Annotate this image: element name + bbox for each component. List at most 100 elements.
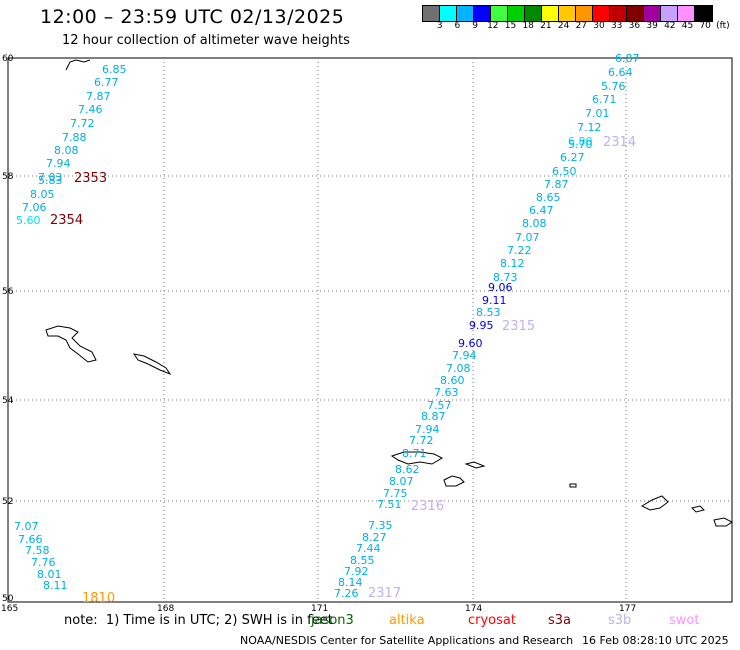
color-swatch xyxy=(678,6,695,21)
wave-height-value: 7.12 xyxy=(577,121,602,134)
color-scale-label: 70 xyxy=(699,21,711,31)
wave-height-value: 7.35 xyxy=(368,519,393,532)
wave-height-value: 6.85 xyxy=(102,63,127,76)
credit-line: NOAA/NESDIS Center for Satellite Applica… xyxy=(240,634,574,647)
wave-height-value: 7.75 xyxy=(383,487,408,500)
wave-height-value: 6.27 xyxy=(560,151,585,164)
wave-height-value: 8.27 xyxy=(362,531,387,544)
wave-height-value: 7.87 xyxy=(86,90,111,103)
coastline-bering-island xyxy=(45,325,97,363)
color-swatch xyxy=(457,6,474,21)
coastline-agattu-island xyxy=(464,461,486,469)
wave-height-value: 6.87 xyxy=(615,52,640,65)
color-scale-label: 39 xyxy=(646,21,658,31)
wave-height-value: 6.50 xyxy=(552,165,577,178)
color-scale-label: 21 xyxy=(540,21,552,31)
wave-height-value: 7.01 xyxy=(585,107,610,120)
color-scale-label: 36 xyxy=(628,21,641,31)
color-swatch xyxy=(695,6,712,21)
color-scale-label: (ft) xyxy=(716,21,730,31)
mission-label: cryosat xyxy=(468,613,516,628)
wave-height-value: 8.53 xyxy=(476,306,501,319)
lon-label: 165 xyxy=(1,604,18,614)
pass-number: 2353 xyxy=(74,171,107,186)
pass-number: 2316 xyxy=(411,499,444,514)
wave-height-value: 7.26 xyxy=(334,587,359,600)
color-swatch xyxy=(491,6,508,21)
wave-height-value: 7.72 xyxy=(70,117,95,130)
wave-height-value: 5.60 xyxy=(16,214,41,227)
wave-height-value: 7.72 xyxy=(409,434,434,447)
color-scale-label: 6 xyxy=(454,21,461,31)
color-swatch xyxy=(525,6,542,21)
color-swatch xyxy=(661,6,678,21)
wave-height-value: 9.06 xyxy=(488,281,513,294)
color-swatch xyxy=(423,6,440,21)
wave-height-value: 7.22 xyxy=(507,244,532,257)
wave-height-value: 6.80 xyxy=(568,135,593,148)
lat-label: 56 xyxy=(2,287,14,297)
wave-height-value: 7.07 xyxy=(515,231,540,244)
color-scale-label: 33 xyxy=(610,21,623,31)
color-scale-label: 15 xyxy=(504,21,517,31)
color-swatch xyxy=(610,6,627,21)
lon-label: 168 xyxy=(157,604,174,614)
color-swatch xyxy=(542,6,559,21)
color-scale-label: 3 xyxy=(436,21,443,31)
wave-height-value: 7.44 xyxy=(356,542,381,555)
color-swatch xyxy=(440,6,457,21)
coastlines xyxy=(45,59,733,527)
pass-number: 1810 xyxy=(82,591,115,606)
wave-height-value: 7.92 xyxy=(344,565,369,578)
map-title: 12:00 – 23:59 UTC 02/13/2025 xyxy=(40,6,345,28)
footer-note: note: 1) Time is in UTC; 2) SWH is in fe… xyxy=(64,613,333,628)
color-scale-labels: 3 6 9 12 15 18 21 24 27 30 33 36 39 42 45 70 (ft) xyxy=(422,21,740,35)
wave-height-value: 9.60 xyxy=(458,337,483,350)
wave-height-value: 8.01 xyxy=(37,568,62,581)
lon-label: 177 xyxy=(619,604,636,614)
color-scale-label: 18 xyxy=(522,21,534,31)
color-scale-label: 27 xyxy=(575,21,588,31)
wave-height-value: 8.11 xyxy=(43,579,68,592)
coastline-amchitka xyxy=(713,517,733,527)
coastline-medny-island xyxy=(132,353,172,376)
wave-height-value: 8.62 xyxy=(395,463,420,476)
wave-height-value: 8.05 xyxy=(30,188,55,201)
map-subtitle: 12 hour collection of altimeter wave hei… xyxy=(62,33,350,48)
color-swatch xyxy=(576,6,593,21)
color-scale-label: 45 xyxy=(681,21,694,31)
wave-height-value: 7.87 xyxy=(544,178,569,191)
latitude-labels: 60 58 56 54 52 50 xyxy=(2,54,14,604)
wave-height-value: 8.07 xyxy=(389,475,414,488)
wave-height-value: 8.08 xyxy=(522,217,547,230)
wave-height-value: 7.63 xyxy=(434,386,459,399)
color-scale-label: 9 xyxy=(472,21,478,31)
mission-label: jason3 xyxy=(311,613,354,628)
mission-label: s3a xyxy=(548,613,572,628)
wave-height-value: 7.66 xyxy=(18,533,43,546)
wave-height-value: 5.83 xyxy=(38,174,63,187)
longitude-labels: 165 168 171 174 177 xyxy=(1,604,636,614)
color-swatch xyxy=(559,6,576,21)
color-swatch xyxy=(593,6,610,21)
lat-label: 52 xyxy=(2,497,13,507)
wave-height-value: 7.06 xyxy=(22,201,47,214)
lon-label: 174 xyxy=(465,604,482,614)
lat-label: 50 xyxy=(2,594,14,604)
wave-height-value: 7.46 xyxy=(78,103,103,116)
color-scale-label: 42 xyxy=(664,21,676,31)
wave-height-value: 8.71 xyxy=(402,447,427,460)
color-swatch xyxy=(474,6,491,21)
wave-height-value: 7.08 xyxy=(446,362,471,375)
wave-height-value: 7.76 xyxy=(31,556,56,569)
coastline-kamchatka-tip xyxy=(65,59,91,71)
wave-height-value: 7.94 xyxy=(452,349,477,362)
wave-height-value: 7.57 xyxy=(427,399,452,412)
wave-height-value: 9.11 xyxy=(482,294,507,307)
pass-number: 2314 xyxy=(603,135,636,150)
color-scale-label: 24 xyxy=(557,21,570,31)
wave-height-value: 7.58 xyxy=(25,544,50,557)
mission-label: swot xyxy=(669,613,700,628)
wave-height-value: 8.14 xyxy=(338,576,363,589)
